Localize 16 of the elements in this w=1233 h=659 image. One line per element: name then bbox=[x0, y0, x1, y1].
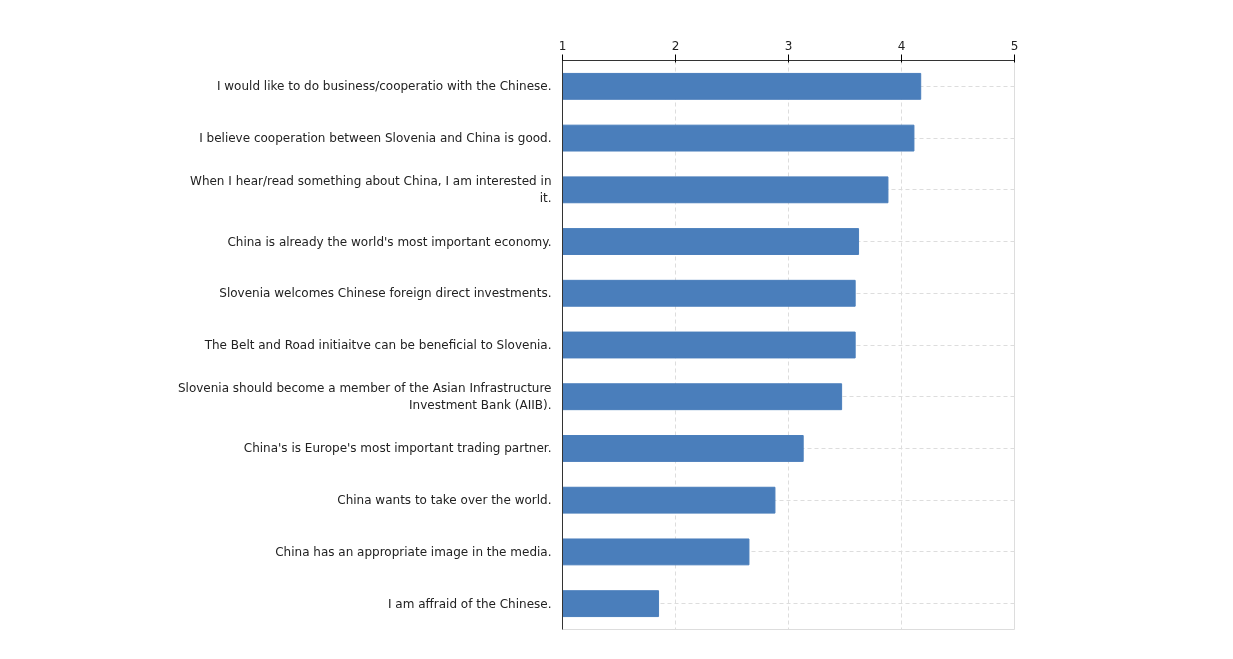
y-tick-label: China is already the world's most important economy. bbox=[227, 234, 552, 249]
y-tick-label: When I hear/read something about China, I am interested in it. bbox=[190, 174, 552, 206]
x-tick-label: 3 bbox=[784, 38, 793, 53]
x-tick-label: 5 bbox=[1010, 38, 1019, 53]
y-tick-label: I believe cooperation between Slovenia and China is good. bbox=[199, 131, 552, 146]
x-tick-label: 1 bbox=[558, 38, 567, 53]
y-tick-label: China has an appropriate image in the media. bbox=[275, 544, 552, 559]
x-tick-label: 2 bbox=[671, 38, 680, 53]
y-tick-label: China's is Europe's most important trading partner. bbox=[243, 441, 552, 456]
y-tick-label: I would like to do business/cooperatio with the Chinese. bbox=[216, 79, 552, 94]
y-tick-label: The Belt and Road initiaitve can be beneficial to Slovenia. bbox=[203, 338, 552, 352]
x-tick-label: 4 bbox=[897, 38, 906, 53]
y-tick-label: China wants to take over the world. bbox=[337, 493, 552, 508]
y-tick-label: I am affraid of the Chinese. bbox=[387, 596, 552, 611]
y-tick-label: Slovenia should become a member of the Asian Infrastructure Investment Bank (AIIB). bbox=[177, 381, 552, 413]
y-tick-label: Slovenia welcomes Chinese foreign direct investments. bbox=[219, 286, 552, 301]
